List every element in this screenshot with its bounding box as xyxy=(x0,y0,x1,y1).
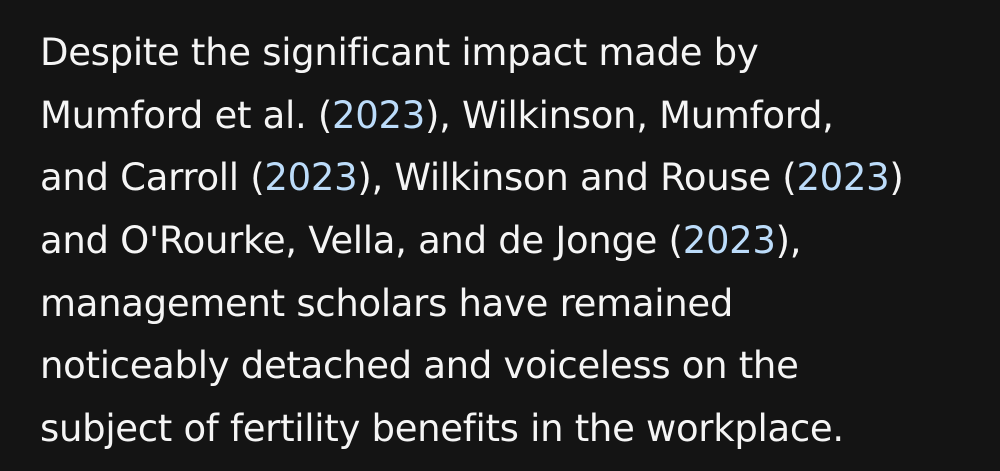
text: noticeably detached and voiceless on the xyxy=(40,344,799,388)
text-line: Mumford et al. (2023), Wilkinson, Mumfor… xyxy=(40,85,904,148)
text-line: subject of fertility benefits in the wor… xyxy=(40,398,904,461)
text-line: and Carroll (2023), Wilkinson and Rouse … xyxy=(40,147,904,210)
text: ) xyxy=(889,156,904,200)
text-line: and O'Rourke, Vella, and de Jonge (2023)… xyxy=(40,210,904,273)
text: Mumford et al. ( xyxy=(40,93,333,137)
text: ), Wilkinson, Mumford, xyxy=(425,93,834,137)
text: ), Wilkinson and Rouse ( xyxy=(357,156,797,200)
text: Despite the significant impact made by xyxy=(40,31,759,74)
citation-link-orourke[interactable]: 2023 xyxy=(682,219,776,263)
text: and O'Rourke, Vella, and de Jonge ( xyxy=(40,219,683,263)
text: ), xyxy=(775,219,802,263)
citation-link-wilkinson-rouse[interactable]: 2023 xyxy=(796,156,890,200)
text-line: noticeably detached and voiceless on the xyxy=(40,335,904,398)
text: and Carroll ( xyxy=(40,156,265,200)
text-line: management scholars have remained xyxy=(40,273,904,336)
article-paragraph: Despite the significant impact made by M… xyxy=(40,22,904,461)
text-line: Despite the significant impact made by xyxy=(40,22,904,85)
text: subject of fertility benefits in the wor… xyxy=(40,407,844,451)
citation-link-wilkinson-mumford-carroll[interactable]: 2023 xyxy=(264,156,358,200)
citation-link-mumford[interactable]: 2023 xyxy=(332,93,425,137)
text: management scholars have remained xyxy=(40,281,734,325)
